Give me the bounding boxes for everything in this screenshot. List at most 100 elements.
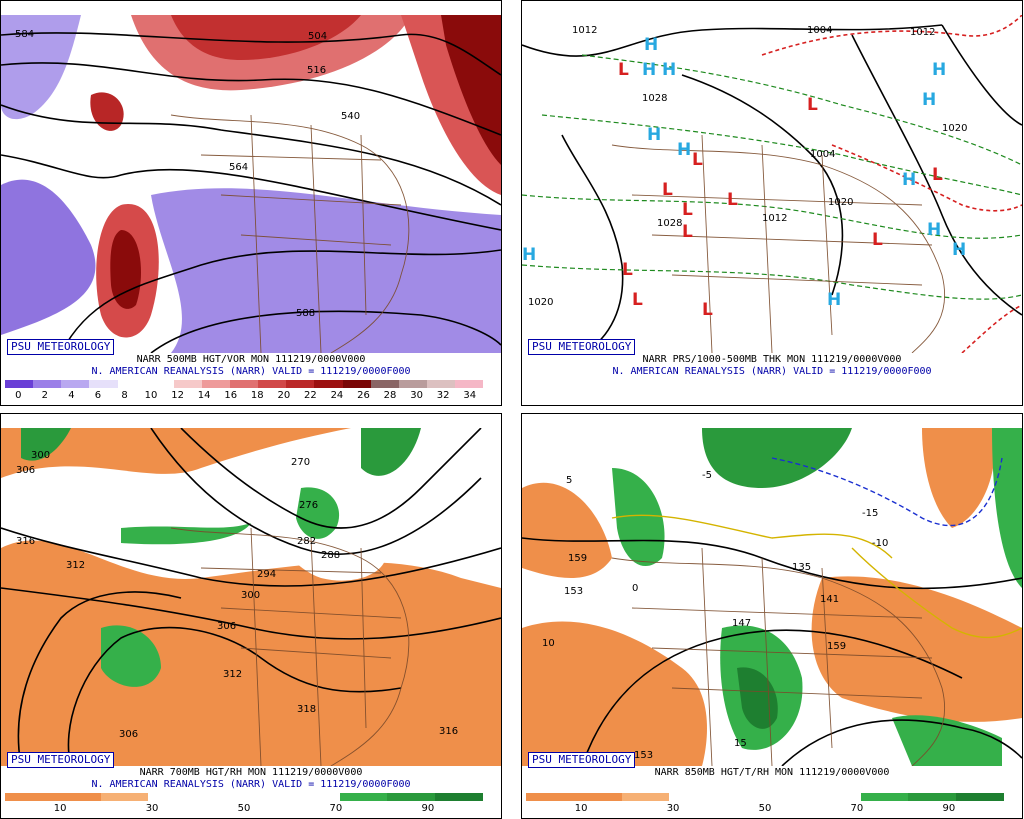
colorbar-swatch (812, 793, 861, 801)
contour-label: 270 (291, 457, 310, 468)
contour-label: 306 (217, 621, 236, 632)
colorbar-swatch (526, 793, 574, 801)
map-500mb: 584 516 504 540 564 588 (1, 15, 501, 353)
contour-label: 1012 (572, 25, 597, 36)
svg-text:H: H (827, 290, 841, 310)
contour-label: 159 (568, 553, 587, 564)
colorbar-swatch (286, 380, 315, 388)
colorbar-swatch (860, 793, 909, 801)
svg-text:L: L (727, 190, 738, 210)
valid-time-line: N. AMERICAN REANALYSIS (NARR) VALID = 11… (612, 366, 932, 377)
contour-label: 5 (566, 475, 572, 486)
colorbar-tick-label: 30 (666, 803, 680, 814)
contour-label: 306 (119, 729, 138, 740)
contour-label: 282 (297, 536, 316, 547)
colorbar-swatch (908, 793, 957, 801)
svg-text:H: H (952, 240, 966, 260)
contour-label: 15 (734, 738, 747, 749)
contour-label: 318 (297, 704, 316, 715)
contour-label: -5 (702, 470, 712, 481)
colorbar-swatch (370, 380, 399, 388)
product-title: NARR PRS/1000-500MB THK MON 111219/0000V… (642, 354, 902, 365)
colorbar-ticks: 10 30 50 70 90 (5, 803, 483, 815)
contour-label: 300 (241, 590, 260, 601)
colorbar-tick-label: 30 (145, 803, 159, 814)
colorbar-tick-label: 24 (330, 390, 344, 401)
svg-text:H: H (647, 125, 661, 145)
contour-label: 1012 (910, 27, 935, 38)
svg-text:L: L (682, 222, 693, 242)
panel-500mb-vorticity: 584 516 504 540 564 588 PSU METEOROLOGY NARR … (0, 0, 502, 406)
colorbar-tick-label: 18 (250, 390, 264, 401)
colorbar-swatch (455, 380, 484, 388)
colorbar-swatch (956, 793, 1004, 801)
colorbar-tick-label: 34 (463, 390, 477, 401)
colorbar-tick-label: 12 (171, 390, 184, 401)
colorbar-swatch (573, 793, 622, 801)
colorbar-tick-label: 2 (41, 390, 49, 401)
colorbar-swatch (100, 793, 149, 801)
psu-meteorology-badge: PSU METEOROLOGY (7, 339, 115, 355)
svg-text:L: L (632, 290, 643, 310)
colorbar-swatch (173, 380, 202, 388)
svg-text:H: H (902, 170, 916, 190)
svg-text:L: L (692, 150, 703, 170)
colorbar-tick-label: 14 (197, 390, 211, 401)
colorbar-tick-label: 10 (144, 390, 158, 401)
colorbar-tick-label: 8 (121, 390, 128, 401)
colorbar-swatch (201, 380, 230, 388)
colorbar-tick-label: 20 (277, 390, 291, 401)
contour-label: 288 (321, 550, 340, 561)
colorbar-swatch (196, 793, 244, 801)
contour-label: 300 (31, 450, 50, 461)
contour-label: 141 (820, 594, 839, 605)
contour-label: 294 (257, 569, 276, 580)
colorbar-swatch (148, 793, 197, 801)
contour-label: 1012 (762, 213, 787, 224)
colorbar-tick-label: 4 (68, 390, 75, 401)
svg-text:L: L (622, 260, 633, 280)
svg-text:H: H (522, 245, 536, 265)
colorbar-tick-label: 0 (15, 390, 22, 401)
contour-label: 316 (16, 536, 35, 547)
map-mslp: H H H H H H H H H H H H L L L L L L L L … (522, 15, 1022, 353)
contour-label: 1028 (657, 218, 682, 229)
colorbar-swatch (5, 380, 34, 388)
svg-text:H: H (927, 220, 941, 240)
product-title: NARR 700MB HGT/RH MON 111219/0000V000 (139, 767, 363, 778)
colorbar-swatch (314, 380, 343, 388)
colorbar-swatch (717, 793, 765, 801)
colorbar-tick-label: 70 (329, 803, 343, 814)
svg-text:H: H (662, 60, 676, 80)
contour-label: 159 (827, 641, 846, 652)
colorbar-tick-label: 50 (237, 803, 251, 814)
colorbar-swatch (5, 793, 53, 801)
contour-label: 306 (16, 465, 35, 476)
contour-label: 540 (341, 111, 360, 122)
contour-label: 1020 (528, 297, 553, 308)
contour-label: 276 (299, 500, 318, 511)
svg-text:H: H (922, 90, 936, 110)
colorbar (5, 793, 483, 801)
contour-label: 10 (542, 638, 555, 649)
colorbar-tick-label: 26 (357, 390, 370, 401)
contour-label: 153 (634, 750, 653, 761)
colorbar-tick-label: 10 (574, 803, 588, 814)
colorbar-tick-label: 10 (53, 803, 67, 814)
colorbar-tick-label: 16 (224, 390, 238, 401)
contour-label: 504 (308, 31, 327, 42)
colorbar-swatch (339, 793, 388, 801)
psu-meteorology-badge: PSU METEOROLOGY (528, 339, 636, 355)
product-title: NARR 850MB HGT/T/RH MON 111219/0000V000 (654, 767, 890, 778)
colorbar-tick-label: 32 (436, 390, 450, 401)
contour-label: 147 (732, 618, 751, 629)
contour-label: 588 (296, 308, 315, 319)
psu-meteorology-badge: PSU METEOROLOGY (528, 752, 636, 768)
colorbar-swatch (621, 793, 670, 801)
colorbar-tick-label: 22 (304, 390, 317, 401)
colorbar-tick-label: 50 (758, 803, 772, 814)
colorbar-swatch (291, 793, 340, 801)
colorbar-tick-label: 30 (410, 390, 423, 401)
svg-text:L: L (807, 95, 818, 115)
contour-label: 564 (229, 162, 248, 173)
